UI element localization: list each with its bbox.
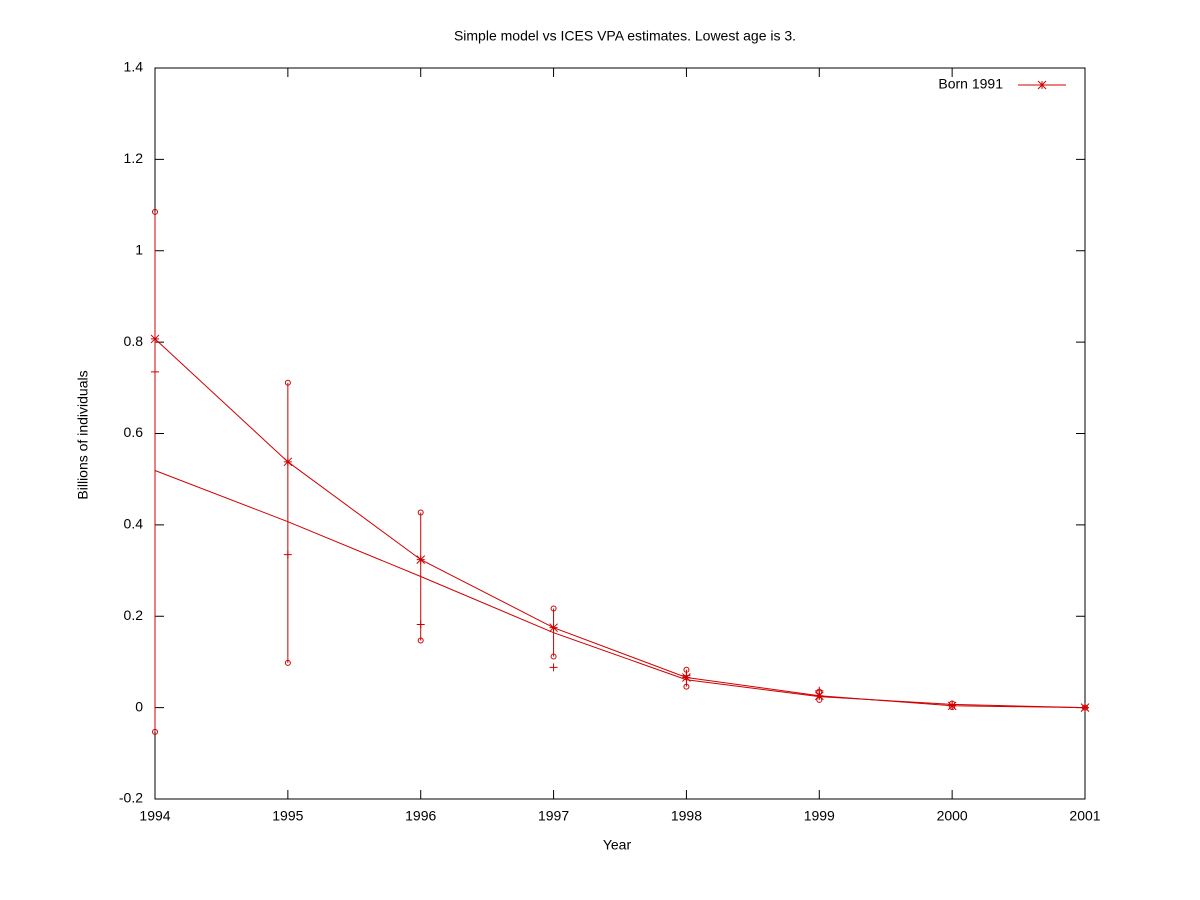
series-line bbox=[154, 470, 1086, 709]
y-tick-label: 0.8 bbox=[124, 333, 144, 349]
x-tick-label: 1996 bbox=[405, 808, 436, 824]
plus-marker bbox=[151, 367, 159, 376]
error-cap bbox=[284, 659, 291, 666]
plus-marker bbox=[682, 671, 691, 680]
y-tick-label: 1.4 bbox=[124, 59, 144, 75]
error-cap bbox=[417, 637, 424, 644]
x-tick-label: 1995 bbox=[272, 808, 303, 824]
star-marker bbox=[549, 623, 558, 633]
star-marker bbox=[150, 334, 160, 344]
error-cap bbox=[683, 683, 690, 690]
error-cap bbox=[152, 728, 158, 735]
plus-marker bbox=[283, 550, 292, 559]
y-tick-label: 0.2 bbox=[124, 607, 144, 623]
x-tick-label: 1997 bbox=[538, 808, 569, 824]
y-tick-label: 1.2 bbox=[124, 150, 144, 166]
y-tick-label: 0 bbox=[135, 698, 143, 714]
chart-title: Simple model vs ICES VPA estimates. Lowe… bbox=[454, 28, 796, 44]
y-tick-label: -0.2 bbox=[119, 790, 143, 806]
star-marker bbox=[416, 555, 426, 564]
error-cap bbox=[417, 509, 424, 516]
y-tick-label: 1 bbox=[135, 241, 143, 257]
x-axis-label: Year bbox=[603, 837, 632, 853]
star-marker bbox=[814, 691, 824, 701]
plus-marker bbox=[416, 620, 425, 629]
error-cap bbox=[284, 379, 291, 386]
x-tick-label: 2001 bbox=[1069, 808, 1100, 824]
x-tick-label: 1998 bbox=[671, 808, 702, 824]
plus-marker bbox=[948, 700, 957, 709]
plus-marker bbox=[815, 686, 824, 695]
error-cap bbox=[152, 208, 158, 215]
star-marker bbox=[283, 457, 293, 467]
x-tick-label: 2000 bbox=[937, 808, 968, 824]
x-tick-label: 1994 bbox=[139, 808, 170, 824]
error-cap bbox=[550, 605, 557, 612]
plus-marker bbox=[1081, 703, 1089, 712]
x-tick-label: 1999 bbox=[804, 808, 835, 824]
star-marker bbox=[1037, 80, 1047, 90]
legend-label: Born 1991 bbox=[938, 76, 1003, 92]
plot-frame bbox=[154, 67, 1086, 800]
y-tick-label: 0.4 bbox=[124, 516, 144, 532]
error-cap bbox=[550, 653, 557, 660]
y-axis-label: Billions of individuals bbox=[75, 370, 91, 499]
y-tick-label: 0.6 bbox=[124, 424, 144, 440]
series-line bbox=[154, 338, 1086, 709]
plus-marker bbox=[549, 663, 558, 672]
